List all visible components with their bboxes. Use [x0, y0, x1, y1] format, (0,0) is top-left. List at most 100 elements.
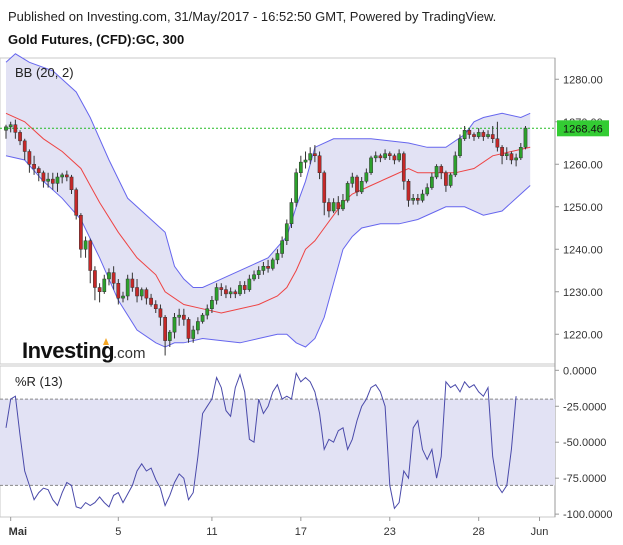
candle-body [504, 153, 509, 156]
middle-band-line [5, 112, 531, 314]
candle-body [345, 183, 350, 201]
candle-body [453, 155, 458, 176]
candle-body [97, 287, 102, 292]
candle-body [476, 132, 481, 137]
candle-body [125, 278, 130, 297]
candle-body [93, 270, 97, 288]
candle-body [50, 178, 55, 184]
sub-indicator-label: %R (13) [15, 374, 63, 389]
candle-body [462, 130, 467, 139]
time-tick-label: 17 [295, 526, 307, 538]
candle-body [200, 314, 205, 322]
investing-logo: Investing .com [22, 338, 146, 363]
wr-tick-label: -25.0000 [563, 401, 606, 413]
williams-r-series [0, 371, 555, 510]
candle-body [74, 189, 79, 216]
time-tick-label: 23 [384, 526, 396, 538]
candle-body [27, 151, 32, 165]
candle-body [439, 166, 444, 173]
candle-body [130, 278, 135, 288]
candle-body [322, 172, 327, 203]
candle-body [313, 153, 317, 156]
candle-body [224, 289, 228, 295]
candle-body [500, 147, 504, 156]
candle-body [102, 278, 107, 292]
candle-body [298, 161, 303, 173]
candle-body [444, 172, 448, 186]
williams-r-line [5, 371, 517, 510]
candle-body [69, 176, 74, 190]
candle-body [397, 153, 401, 161]
candle-body [270, 259, 275, 269]
candle-body [228, 291, 233, 295]
candle-body [121, 295, 125, 299]
candle-body [41, 172, 46, 182]
logo-mark-icon [103, 338, 109, 345]
candle-body [22, 140, 27, 152]
candle-body [214, 287, 219, 301]
candle-body [434, 166, 439, 178]
main-indicator-label: BB (20, 2) [15, 65, 74, 80]
band-fill [6, 53, 531, 348]
last-price-label: 1268.46 [563, 123, 603, 135]
candle-body [242, 285, 247, 290]
candle-body [177, 314, 182, 318]
candle-body [518, 147, 523, 159]
candle-body [83, 240, 88, 250]
candle-body [327, 202, 331, 212]
candle-body [247, 278, 252, 290]
candle-body [266, 266, 270, 269]
candle-body [238, 285, 242, 295]
wr-tick-label: -75.0000 [563, 473, 606, 485]
candle-body [401, 153, 406, 182]
candle-body [486, 134, 490, 137]
candle-body [467, 130, 472, 135]
candle-body [350, 176, 355, 184]
candle-body [64, 174, 69, 178]
candle-body [205, 308, 210, 316]
candle-body [153, 304, 158, 309]
candle-body [163, 317, 167, 341]
candle-body [144, 289, 149, 299]
logo-suffix: .com [113, 345, 146, 362]
lower-band-line [5, 155, 531, 348]
candle-body [158, 308, 163, 318]
candle-body [196, 321, 200, 331]
candle-body [88, 240, 93, 271]
candle-body [167, 331, 172, 341]
candle-body [135, 287, 139, 297]
candle-body [458, 138, 462, 156]
candle-body [481, 132, 486, 137]
price-tick-label: 1260.00 [563, 159, 603, 171]
published-note: Published on Investing.com, 31/May/2017 … [8, 9, 497, 24]
candle-body [18, 132, 22, 142]
candle-body [369, 157, 373, 173]
candle-body [181, 314, 186, 320]
candle-body [107, 272, 111, 280]
candle-body [387, 153, 392, 156]
price-tick-label: 1280.00 [563, 74, 603, 86]
candle-body [514, 157, 518, 161]
candle-body [317, 155, 322, 173]
candle-body [364, 172, 369, 182]
candle-body [420, 193, 425, 201]
instrument-title: Gold Futures, (CFD):GC, 300 [8, 32, 185, 47]
candle-body [355, 176, 359, 193]
candle-body [13, 124, 18, 133]
candle-body [46, 178, 50, 182]
price-tick-label: 1250.00 [563, 202, 603, 214]
candle-body [294, 172, 299, 203]
candle-body [331, 202, 336, 212]
candle-body [280, 240, 284, 254]
time-axis: Mai 5 11 17 23 28 Jun [9, 517, 548, 538]
wr-tick-label: -100.0000 [563, 509, 613, 521]
candle-body [149, 297, 153, 305]
candle-body [8, 124, 13, 128]
candle-body [60, 174, 65, 178]
candle-body [32, 164, 36, 169]
wr-tick-label: -50.0000 [563, 437, 606, 449]
candle-body [4, 126, 8, 131]
candle-body [172, 317, 177, 333]
price-axis: 1280.001270.001260.001250.001240.001230.… [555, 74, 613, 521]
candle-body [289, 202, 294, 224]
